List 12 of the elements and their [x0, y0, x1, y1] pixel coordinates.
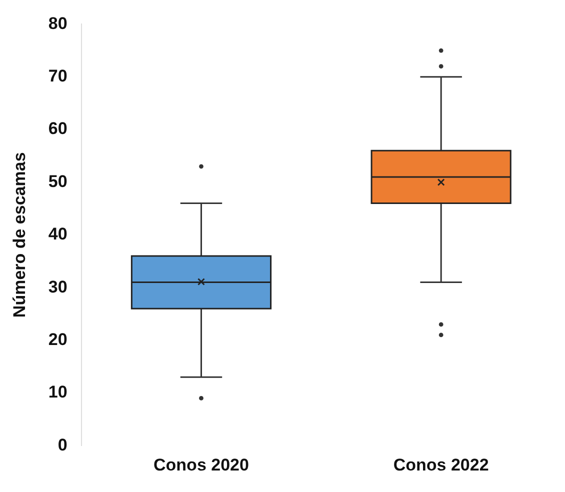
y-tick-label: 40 [48, 224, 68, 244]
y-tick-label: 70 [48, 66, 68, 86]
y-tick-label: 20 [48, 330, 68, 349]
x-tick-label: Conos 2020 [154, 455, 249, 474]
y-tick-label: 50 [48, 172, 68, 191]
y-tick-label: 30 [48, 277, 68, 296]
y-tick-label: 10 [48, 382, 68, 402]
y-tick-label: 0 [58, 435, 68, 454]
y-axis-title: Número de escamas [10, 152, 29, 318]
y-tick-label: 80 [48, 14, 68, 33]
y-tick-label: 60 [48, 119, 68, 138]
x-tick-label: Conos 2022 [393, 455, 489, 474]
